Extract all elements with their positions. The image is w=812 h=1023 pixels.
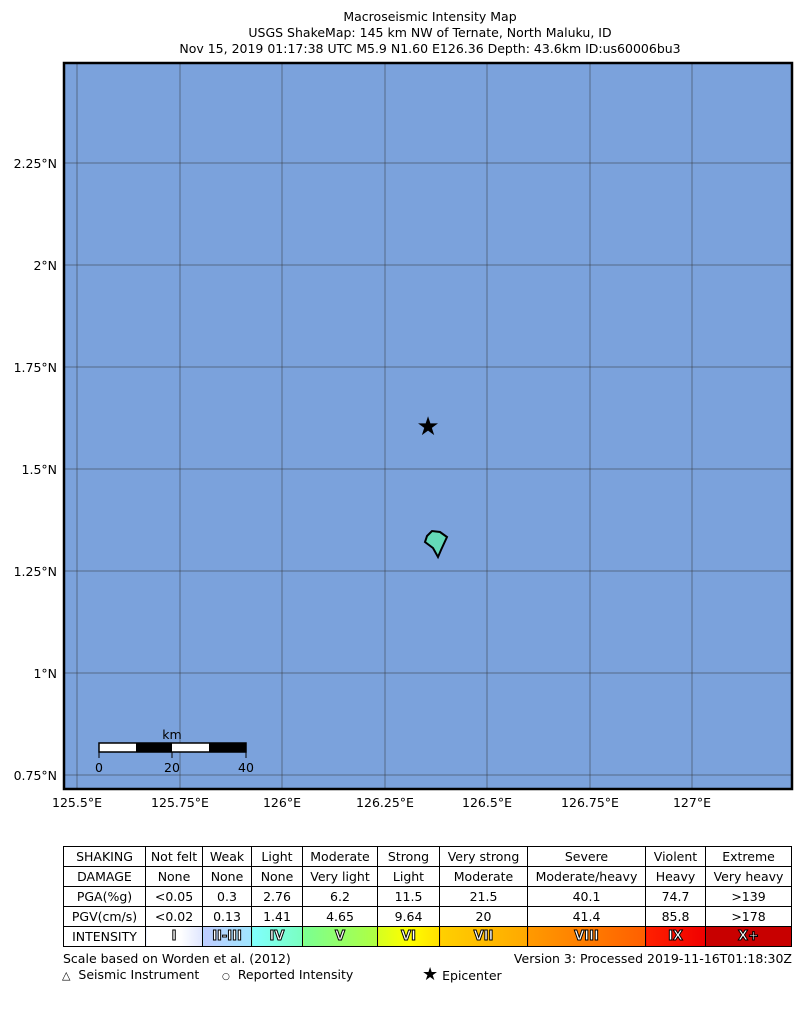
legend-row-header: INTENSITY — [63, 926, 146, 947]
legend-row-header: DAMAGE — [63, 866, 146, 887]
intensity-map: 125.5°E 125.75°E 126°E 126.25°E 126.5°E 126.7… — [14, 61, 794, 810]
epicenter-label: Epicenter — [442, 968, 502, 983]
legend-cell: <0.02 — [145, 906, 203, 927]
legend-cell: Severe — [527, 846, 646, 867]
legend-cell: None — [202, 866, 252, 887]
legend-cell: 41.4 — [527, 906, 646, 927]
legend-cell: 1.41 — [251, 906, 303, 927]
legend-cell: Very heavy — [705, 866, 792, 887]
title-line-3: Nov 15, 2019 01:17:38 UTC M5.9 N1.60 E12… — [179, 41, 681, 56]
legend-cell: 2.76 — [251, 886, 303, 907]
island — [423, 529, 449, 560]
legend-cell: 74.7 — [645, 886, 706, 907]
lat-tick-label: 1°N — [33, 666, 57, 681]
intensity-swatch: IX — [645, 926, 706, 947]
legend-cell: 6.2 — [302, 886, 378, 907]
legend-cell: >178 — [705, 906, 792, 927]
legend-epicenter: ★ Epicenter — [422, 964, 502, 985]
legend-cell: Moderate/heavy — [527, 866, 646, 887]
scale-label: 20 — [164, 760, 180, 775]
legend-cell: Light — [251, 846, 303, 867]
legend-cell: Moderate — [302, 846, 378, 867]
reported-label: Reported Intensity — [237, 967, 354, 982]
intensity-swatch: VIII — [527, 926, 646, 947]
legend-row: DAMAGE None None None Very light Light Moderat… — [63, 866, 792, 887]
legend-cell: Not felt — [145, 846, 203, 867]
legend-row-header: PGA(%g) — [63, 886, 146, 907]
legend-cell: Very light — [302, 866, 378, 887]
lon-tick-label: 126.25°E — [356, 795, 414, 810]
triangle-icon: △ — [62, 969, 71, 982]
epicenter-icon: ★ — [416, 412, 439, 442]
intensity-swatch: V — [302, 926, 378, 947]
lat-tick-label: 2.25°N — [14, 156, 57, 171]
legend-cell: Violent — [645, 846, 706, 867]
legend-cell: 9.64 — [377, 906, 440, 927]
lat-tick-label: 1.75°N — [14, 360, 57, 375]
lon-tick-label: 126°E — [263, 795, 301, 810]
lat-tick-label: 1.25°N — [14, 564, 57, 579]
legend-cell: Weak — [202, 846, 252, 867]
instrument-label: Seismic Instrument — [78, 967, 200, 982]
version-note: Version 3: Processed 2019-11-16T01:18:30… — [513, 951, 792, 966]
intensity-swatch: II-III — [202, 926, 252, 947]
legend-reported: ○ Reported Intensity — [222, 967, 353, 982]
lon-tick-label: 125.75°E — [151, 795, 209, 810]
graticule: 125.5°E 125.75°E 126°E 126.25°E 126.5°E 126.7… — [14, 63, 792, 810]
title-line-1: Macroseismic Intensity Map — [343, 9, 517, 24]
legend-cell: 21.5 — [439, 886, 528, 907]
legend-cell: 4.65 — [302, 906, 378, 927]
legend-cell: 85.8 — [645, 906, 706, 927]
scale-label: 0 — [95, 760, 103, 775]
legend-cell: Moderate — [439, 866, 528, 887]
legend-cell: >139 — [705, 886, 792, 907]
title-line-2: USGS ShakeMap: 145 km NW of Ternate, Nor… — [248, 25, 612, 40]
legend-instrument: △ Seismic Instrument — [62, 967, 199, 982]
legend-cell: Extreme — [705, 846, 792, 867]
legend-cell: None — [145, 866, 203, 887]
scale-unit: km — [162, 727, 181, 742]
intensity-swatch: IV — [251, 926, 303, 947]
water — [64, 63, 792, 789]
legend-row: SHAKING Not felt Weak Light Moderate Strong Ve… — [63, 846, 792, 867]
intensity-swatch: X+ — [705, 926, 792, 947]
legend-cell: Light — [377, 866, 440, 887]
circle-icon: ○ — [222, 972, 230, 982]
intensity-swatch: VII — [439, 926, 528, 947]
lat-tick-label: 2°N — [33, 258, 57, 273]
intensity-swatch: VI — [377, 926, 440, 947]
legend-cell: Strong — [377, 846, 440, 867]
lat-tick-label: 1.5°N — [22, 462, 57, 477]
legend-row-header: PGV(cm/s) — [63, 906, 146, 927]
legend-cell: Heavy — [645, 866, 706, 887]
legend-row-header: SHAKING — [63, 846, 146, 867]
scale-label: 40 — [238, 760, 254, 775]
intensity-row: INTENSITY I II-III IV V VI VII VIII IX X+ — [63, 926, 792, 947]
legend-cell: 0.3 — [202, 886, 252, 907]
legend-cell: <0.05 — [145, 886, 203, 907]
map-frame — [62, 61, 794, 791]
legend-cell: 11.5 — [377, 886, 440, 907]
intensity-legend-table: SHAKING Not felt Weak Light Moderate Strong Ve… — [63, 846, 792, 947]
scale-note: Scale based on Worden et al. (2012) — [63, 951, 291, 966]
legend-cell: 20 — [439, 906, 528, 927]
legend-cell: 0.13 — [202, 906, 252, 927]
legend-row: PGA(%g) <0.05 0.3 2.76 6.2 11.5 21.5 40.1 74.7 >1… — [63, 886, 792, 907]
lon-tick-label: 127°E — [673, 795, 711, 810]
lat-tick-label: 0.75°N — [14, 768, 57, 783]
legend-cell: None — [251, 866, 303, 887]
lon-tick-label: 126.5°E — [462, 795, 512, 810]
scale-bar: km 0 20 40 — [95, 727, 254, 775]
legend-row: PGV(cm/s) <0.02 0.13 1.41 4.65 9.64 20 41.4 85.8… — [63, 906, 792, 927]
intensity-swatch: I — [145, 926, 203, 947]
lon-tick-label: 125.5°E — [52, 795, 102, 810]
legend-cell: Very strong — [439, 846, 528, 867]
lon-tick-label: 126.75°E — [561, 795, 619, 810]
legend-cell: 40.1 — [527, 886, 646, 907]
star-icon: ★ — [422, 964, 439, 985]
